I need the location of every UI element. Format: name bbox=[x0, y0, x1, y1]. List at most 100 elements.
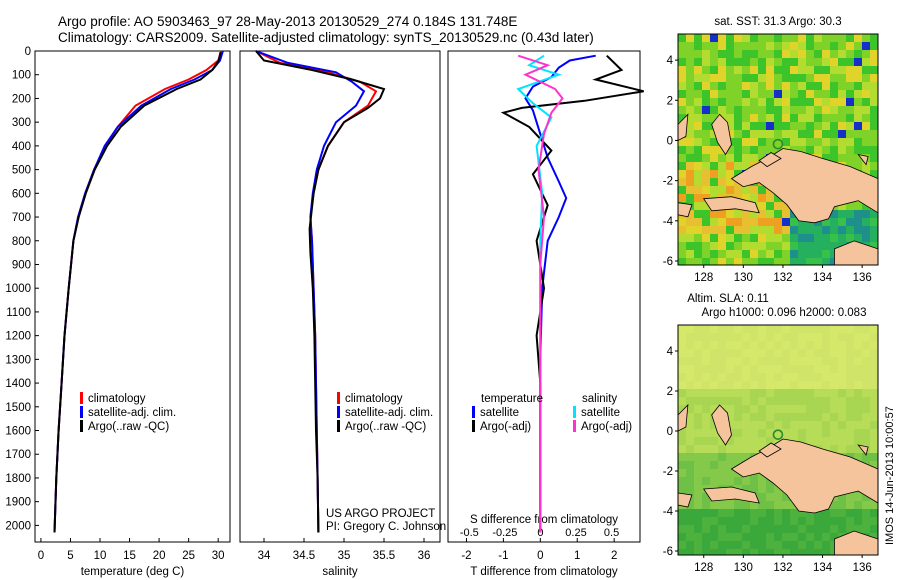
map-cell bbox=[694, 365, 702, 373]
map-cell bbox=[870, 405, 878, 413]
map-cell bbox=[758, 525, 766, 533]
map-cell bbox=[702, 509, 710, 517]
legend-temperature-header: temperature bbox=[481, 393, 543, 405]
map-cell bbox=[758, 373, 766, 381]
map-cell bbox=[718, 210, 726, 218]
map-cell bbox=[782, 357, 790, 365]
map-cell bbox=[846, 50, 854, 58]
map-cell bbox=[702, 106, 710, 114]
map-cell bbox=[774, 485, 782, 493]
map-cell bbox=[854, 226, 862, 234]
map-cell bbox=[726, 501, 734, 509]
map-cell bbox=[798, 114, 806, 122]
map-cell bbox=[870, 389, 878, 397]
map-cell bbox=[734, 34, 742, 42]
map-cell bbox=[790, 405, 798, 413]
map-cell bbox=[726, 34, 734, 42]
top-x-tick-label: 0 bbox=[537, 527, 543, 539]
map-cell bbox=[830, 381, 838, 389]
map-cell bbox=[694, 421, 702, 429]
map-cell bbox=[766, 333, 774, 341]
map-cell bbox=[854, 58, 862, 66]
map-cell bbox=[846, 341, 854, 349]
map-cell bbox=[718, 453, 726, 461]
map-cell bbox=[710, 218, 718, 226]
map-cell bbox=[830, 226, 838, 234]
map-cell bbox=[702, 365, 710, 373]
map-cell bbox=[798, 66, 806, 74]
map-cell bbox=[854, 453, 862, 461]
map-cell bbox=[822, 517, 830, 525]
map-cell bbox=[862, 405, 870, 413]
map-cell bbox=[710, 341, 718, 349]
map-cell bbox=[734, 389, 742, 397]
x-tick-label: 5 bbox=[67, 550, 73, 562]
map-cell bbox=[830, 525, 838, 533]
map-cell bbox=[790, 82, 798, 90]
map-cell bbox=[838, 501, 846, 509]
map-cell bbox=[702, 461, 710, 469]
map-cell bbox=[870, 226, 878, 234]
map-cell bbox=[790, 74, 798, 82]
map-cell bbox=[806, 541, 814, 549]
map-cell bbox=[830, 234, 838, 242]
map-cell bbox=[702, 210, 710, 218]
map-cell bbox=[710, 250, 718, 258]
map-cell bbox=[806, 357, 814, 365]
map-cell bbox=[758, 477, 766, 485]
map-cell bbox=[758, 349, 766, 357]
map-cell bbox=[734, 106, 742, 114]
map-cell bbox=[798, 397, 806, 405]
map-cell bbox=[862, 234, 870, 242]
map-cell bbox=[830, 445, 838, 453]
map-cell bbox=[814, 381, 822, 389]
map-cell bbox=[766, 98, 774, 106]
map-cell bbox=[750, 389, 758, 397]
panel-differences: -2 -1 0 1 2 T difference from climatology -0.5… bbox=[447, 50, 644, 578]
argo-float-marker bbox=[772, 429, 784, 440]
map-cell bbox=[678, 258, 686, 265]
map-cell bbox=[694, 493, 702, 501]
map-cell bbox=[734, 50, 742, 58]
map-cell bbox=[822, 58, 830, 66]
map-cell bbox=[782, 429, 790, 437]
map-cell bbox=[726, 437, 734, 445]
map-cell bbox=[854, 146, 862, 154]
map-cell bbox=[734, 162, 742, 170]
map-cell bbox=[774, 234, 782, 242]
map-cell bbox=[838, 525, 846, 533]
map-cell bbox=[806, 413, 814, 421]
map-cell bbox=[774, 509, 782, 517]
x-tick-label: 0 bbox=[537, 550, 543, 562]
map-cell bbox=[686, 549, 694, 555]
map-cell bbox=[742, 477, 750, 485]
map-cell bbox=[742, 357, 750, 365]
map-cell bbox=[750, 210, 758, 218]
map-cell bbox=[870, 98, 878, 106]
map-cell bbox=[710, 66, 718, 74]
map-cell bbox=[734, 66, 742, 74]
map-cell bbox=[854, 365, 862, 373]
map-cell bbox=[790, 525, 798, 533]
map-cell bbox=[870, 381, 878, 389]
map-cell bbox=[814, 226, 822, 234]
map-cell bbox=[790, 258, 798, 265]
map-cell bbox=[686, 234, 694, 242]
map-cell bbox=[822, 365, 830, 373]
map-cell bbox=[678, 341, 686, 349]
series-line bbox=[524, 54, 596, 533]
map-cell bbox=[838, 341, 846, 349]
map-cell bbox=[726, 218, 734, 226]
map-cell bbox=[718, 218, 726, 226]
map-cell bbox=[702, 541, 710, 549]
map-cell bbox=[710, 42, 718, 50]
map-cell bbox=[862, 493, 870, 501]
legend-argo-swatch bbox=[337, 420, 340, 432]
map-cell bbox=[798, 549, 806, 555]
map-cell bbox=[742, 349, 750, 357]
map-cell bbox=[734, 325, 742, 333]
map-cell bbox=[862, 226, 870, 234]
map-cell bbox=[686, 194, 694, 202]
map-cell bbox=[734, 373, 742, 381]
map-cell bbox=[854, 202, 862, 210]
